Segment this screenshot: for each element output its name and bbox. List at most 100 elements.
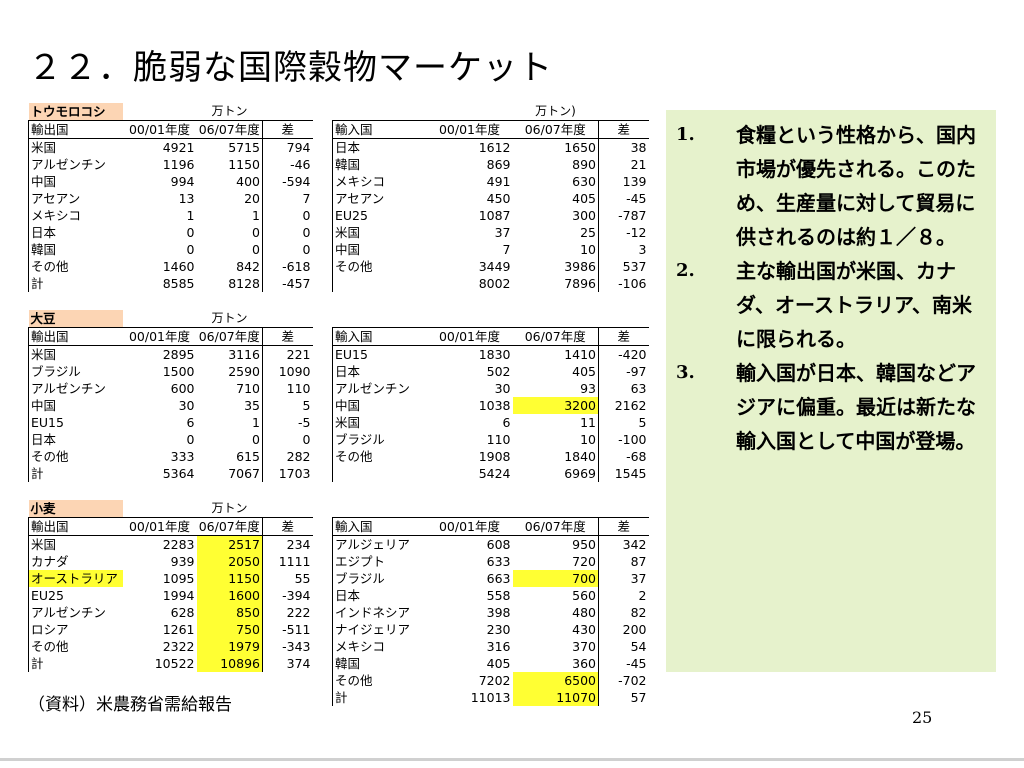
gap-cell: [313, 570, 333, 587]
gap-cell: [313, 190, 333, 207]
table-cell: 日本: [28, 224, 123, 241]
table-row: 計 5364 7067 1703 5424 6969 1545: [28, 465, 649, 482]
table-cell: 7067: [196, 465, 263, 482]
table-cell: 405: [512, 190, 599, 207]
header-row: 輸出国 00/01年度 06/07年度差輸入国 00/01年度 06/07年度差: [28, 517, 649, 536]
table-row: 計 11013 11070 57: [29, 689, 649, 706]
gap-cell: [313, 224, 333, 241]
table-cell: -100: [618, 432, 647, 447]
table-cell: アセアン: [28, 190, 123, 207]
table-cell: 405: [512, 363, 599, 380]
spacer-cell: [263, 310, 313, 328]
column-header: 差: [598, 120, 649, 139]
gap-cell: [313, 173, 333, 190]
table-row: 計 10522 10896 374 韓国 405 360 -45: [28, 655, 649, 672]
table-cell: 2: [638, 588, 647, 603]
table-cell: 1261: [162, 622, 195, 637]
table-cell: ロシア: [28, 621, 123, 638]
table-cell: 7896: [512, 275, 599, 292]
unit-label: [513, 310, 599, 328]
table-cell: 3449: [478, 259, 511, 274]
table-cell: 628: [170, 605, 195, 620]
gap-cell: [313, 621, 333, 638]
spacer-cell: [123, 500, 197, 518]
gap-cell: [313, 638, 333, 655]
unit-label: 万トン): [535, 104, 576, 118]
table-cell: ナイジェリア: [332, 621, 427, 638]
unit-label: 万トン: [211, 104, 248, 118]
unit-label: 万トン: [211, 311, 248, 325]
table-cell: 6: [186, 415, 195, 430]
table-cell: -702: [618, 673, 647, 688]
table-cell: 1111: [278, 554, 311, 569]
column-header: 差: [262, 327, 313, 346]
table-cell: 480: [512, 604, 599, 621]
table-cell: 502: [486, 364, 511, 379]
table-cell: [332, 275, 427, 292]
table-row: その他 7202 6500 -702: [29, 672, 649, 689]
gap-cell: [313, 380, 333, 397]
table-cell: 710: [196, 380, 263, 397]
table-cell: アルジェリア: [332, 535, 427, 553]
table-cell: -97: [626, 364, 647, 379]
table-cell: 中国: [332, 241, 427, 258]
table-cell: -511: [282, 622, 311, 637]
table-cell: その他: [28, 638, 123, 655]
table-cell: 2283: [162, 537, 195, 552]
table-cell: -12: [626, 225, 647, 240]
table-row: 韓国 0 0 0 中国 7 10 3: [28, 241, 649, 258]
spacer-cell: [427, 500, 513, 518]
data-table: トウモロコシ 万トン 万トン) 輸出国 00/01年度 06/07年度差輸入国 00/01年…: [28, 103, 649, 292]
table-cell: 850: [196, 604, 263, 621]
table-cell: [123, 672, 197, 689]
table-cell: -5: [298, 415, 311, 430]
table-cell: 0: [186, 432, 195, 447]
column-header: 輸出国: [28, 327, 123, 346]
gap-cell: [313, 258, 333, 275]
table-cell: 3116: [196, 345, 263, 363]
table-cell: 370: [512, 638, 599, 655]
table-cell: 374: [286, 656, 311, 671]
gap-cell: [313, 553, 333, 570]
table-cell: 5424: [478, 466, 511, 481]
table-row: 米国 2283 2517 234 アルジェリア 608 950 342: [28, 535, 649, 553]
gap-cell: [313, 241, 333, 258]
table-cell: 日本: [332, 587, 427, 604]
table-row: アルゼンチン 628 850 222 インドネシア 398 480 82: [28, 604, 649, 621]
data-table: 大豆 万トン 輸出国 00/01年度 06/07年度差輸入国 00/01年度 06/07年度…: [28, 310, 649, 482]
column-header: 00/01年度: [122, 327, 197, 346]
table-cell: 37: [494, 225, 511, 240]
gap-cell: [313, 465, 333, 482]
table-cell: オーストラリア: [28, 570, 123, 587]
table-cell: 30: [494, 381, 511, 396]
table-cell: 700: [512, 570, 599, 587]
spacer-cell: [313, 103, 333, 121]
table-cell: 430: [512, 621, 599, 638]
table-row: ロシア 1261 750 -511 ナイジェリア 230 430 200: [28, 621, 649, 638]
table-cell: エジプト: [332, 553, 427, 570]
column-header: 輸入国: [332, 517, 427, 536]
table-cell: [332, 465, 427, 482]
table-row: その他 2322 1979 -343 メキシコ 316 370 54: [28, 638, 649, 655]
table-cell: 333: [170, 449, 195, 464]
column-header: 差: [262, 120, 313, 139]
spacer-cell: [263, 103, 313, 121]
gap-cell: [313, 139, 333, 157]
column-header: 差: [598, 327, 649, 346]
unit-label: 万トン: [211, 501, 248, 515]
table-row: 米国 4921 5715 794 日本 1612 1650 38: [28, 138, 649, 157]
table-cell: 0: [196, 241, 263, 258]
column-header: 00/01年度: [426, 327, 513, 346]
gap-cell: [313, 518, 333, 536]
table-cell: 110: [486, 432, 511, 447]
table-cell: 5: [638, 415, 647, 430]
table-cell: 360: [512, 655, 599, 672]
column-header: 06/07年度: [196, 120, 263, 139]
category-row: 小麦 万トン: [28, 500, 649, 518]
table-cell: 米国: [332, 414, 427, 431]
table-cell: アルゼンチン: [28, 604, 123, 621]
table-row: アセアン 13 20 7 アセアン 450 405 -45: [28, 190, 649, 207]
table-row: 日本 0 0 0 ブラジル 110 10 -100: [28, 431, 649, 448]
table-cell: -394: [282, 588, 311, 603]
table-cell: 中国: [28, 173, 123, 190]
